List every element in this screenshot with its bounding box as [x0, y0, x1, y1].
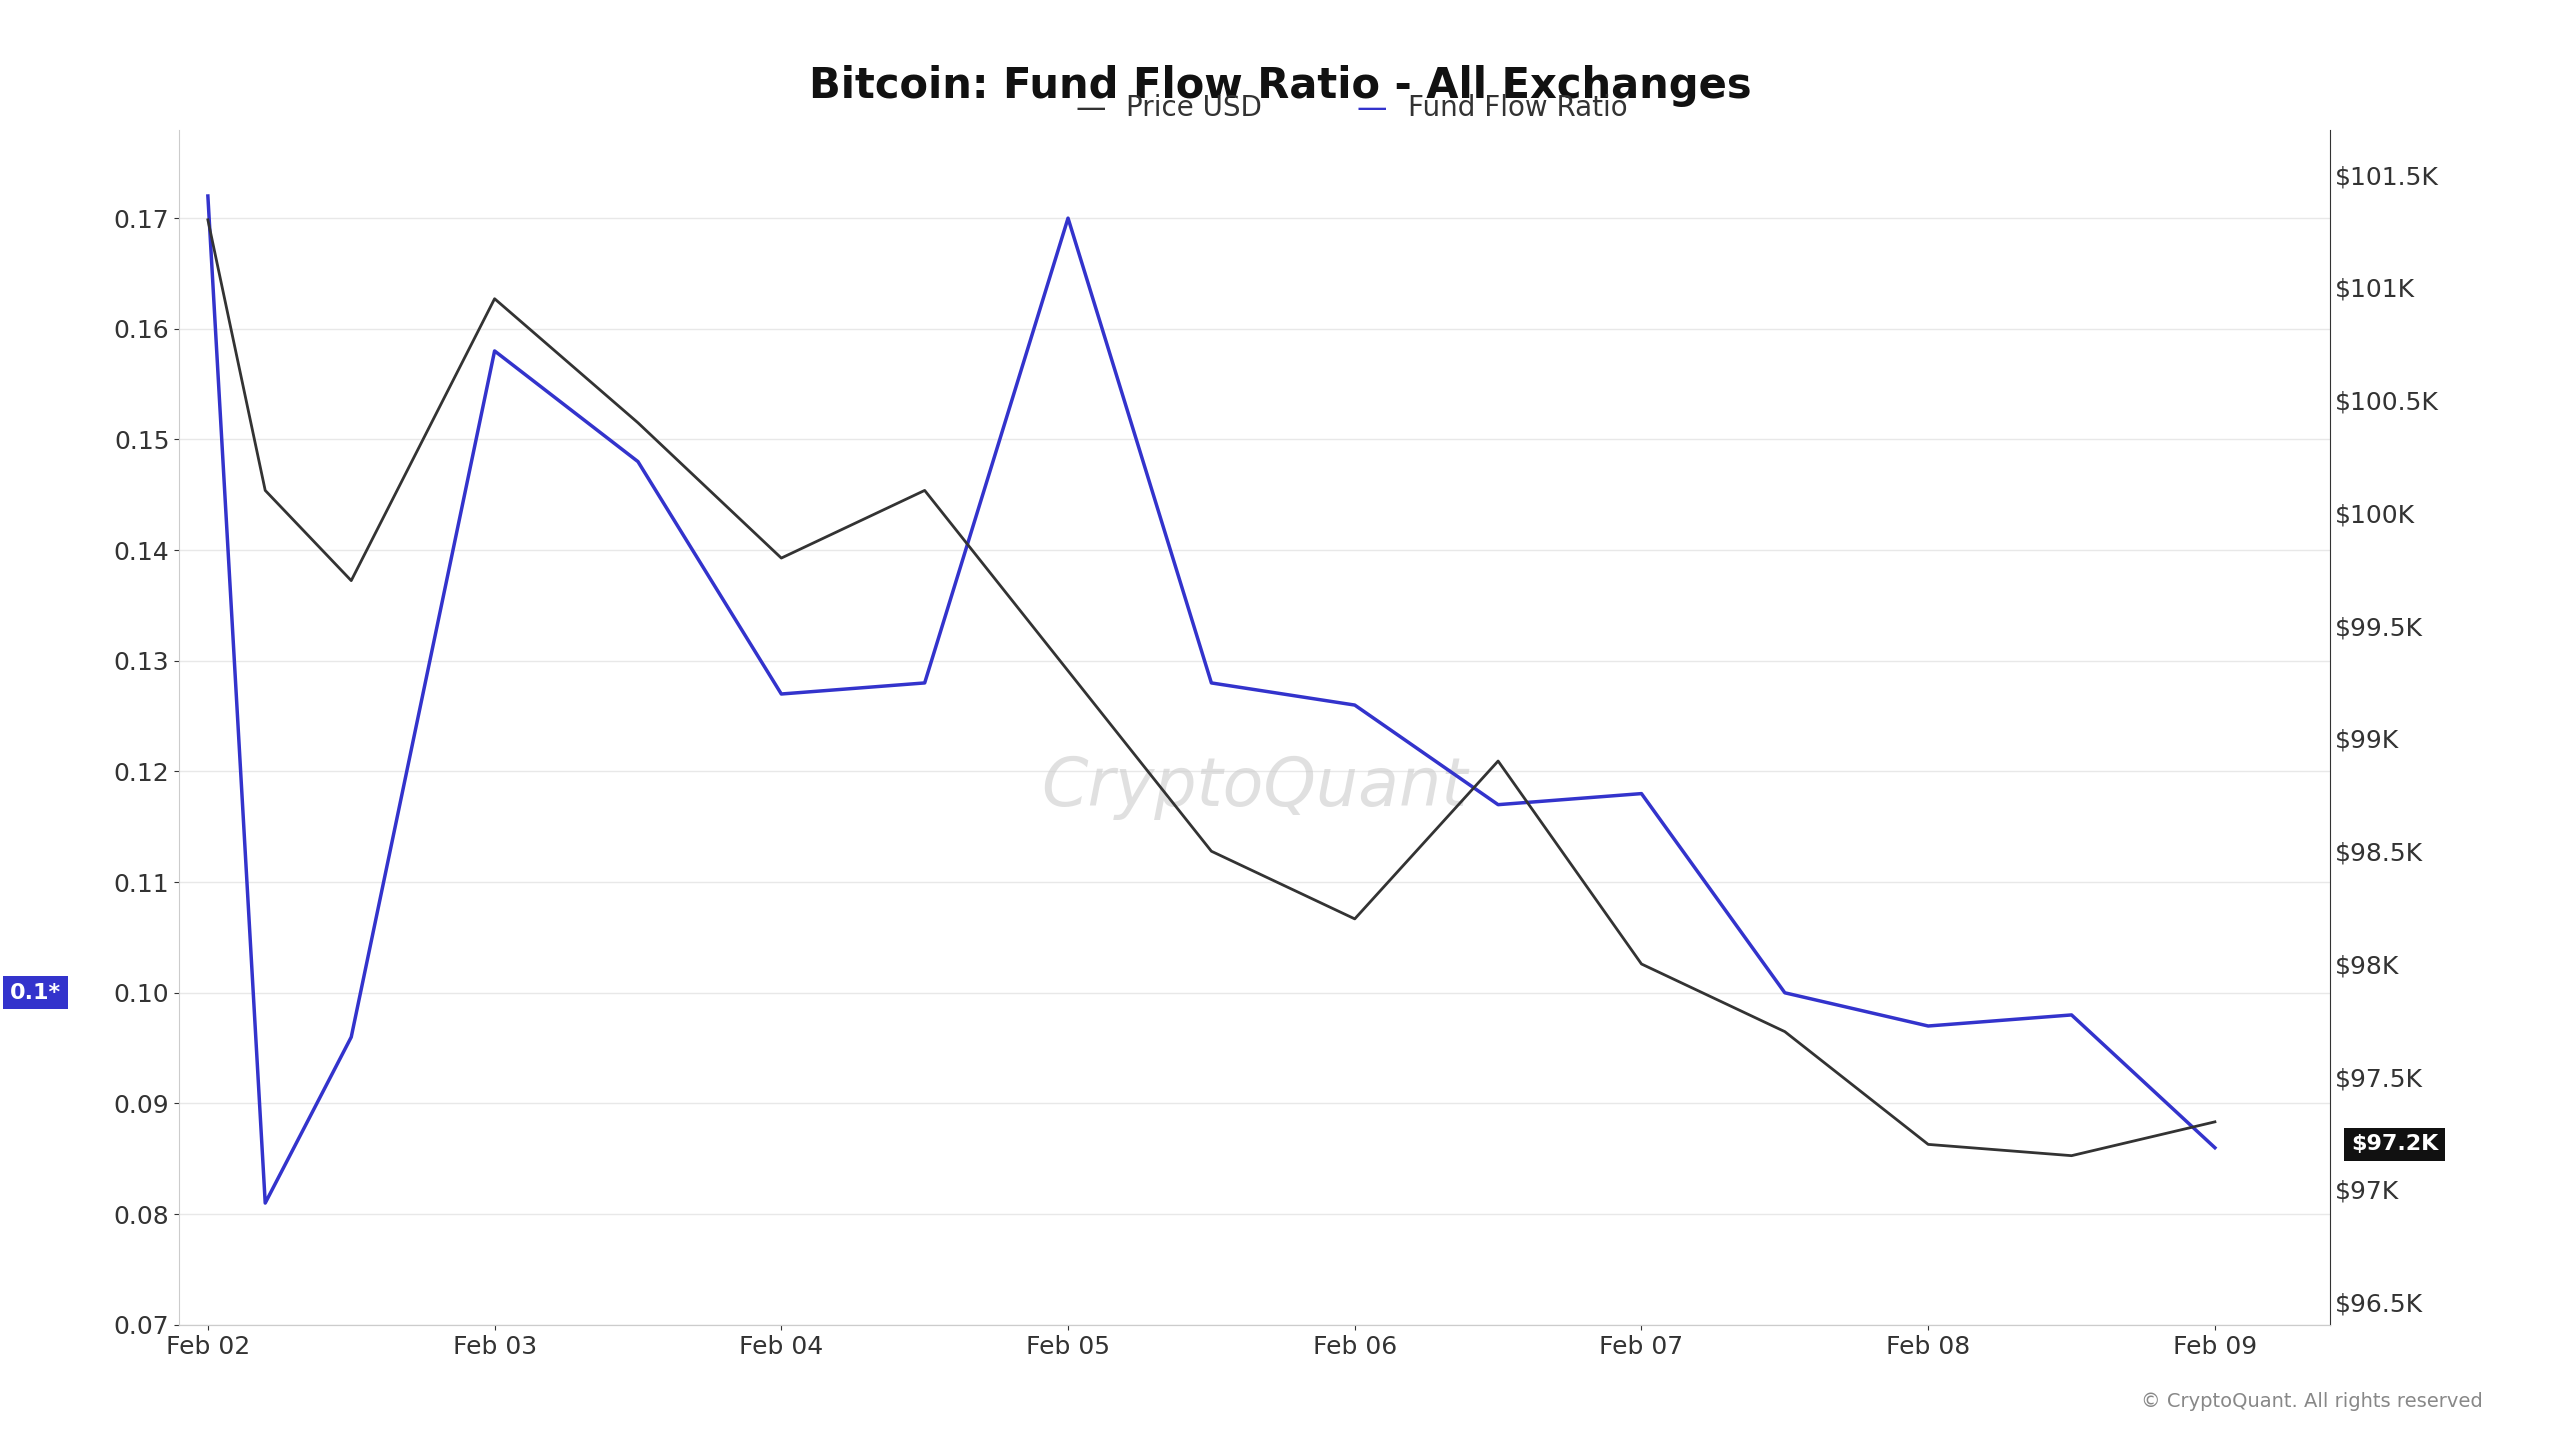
Text: Price USD: Price USD	[1126, 94, 1262, 122]
Text: CryptoQuant: CryptoQuant	[1042, 755, 1467, 819]
Text: Fund Flow Ratio: Fund Flow Ratio	[1408, 94, 1628, 122]
Text: —: —	[1357, 94, 1388, 122]
Text: —: —	[1075, 94, 1106, 122]
Text: Bitcoin: Fund Flow Ratio - All Exchanges: Bitcoin: Fund Flow Ratio - All Exchanges	[809, 65, 1751, 107]
Text: $97.2K: $97.2K	[2350, 1135, 2437, 1155]
Text: © CryptoQuant. All rights reserved: © CryptoQuant. All rights reserved	[2143, 1392, 2483, 1411]
Text: 0.1*: 0.1*	[10, 984, 61, 1002]
